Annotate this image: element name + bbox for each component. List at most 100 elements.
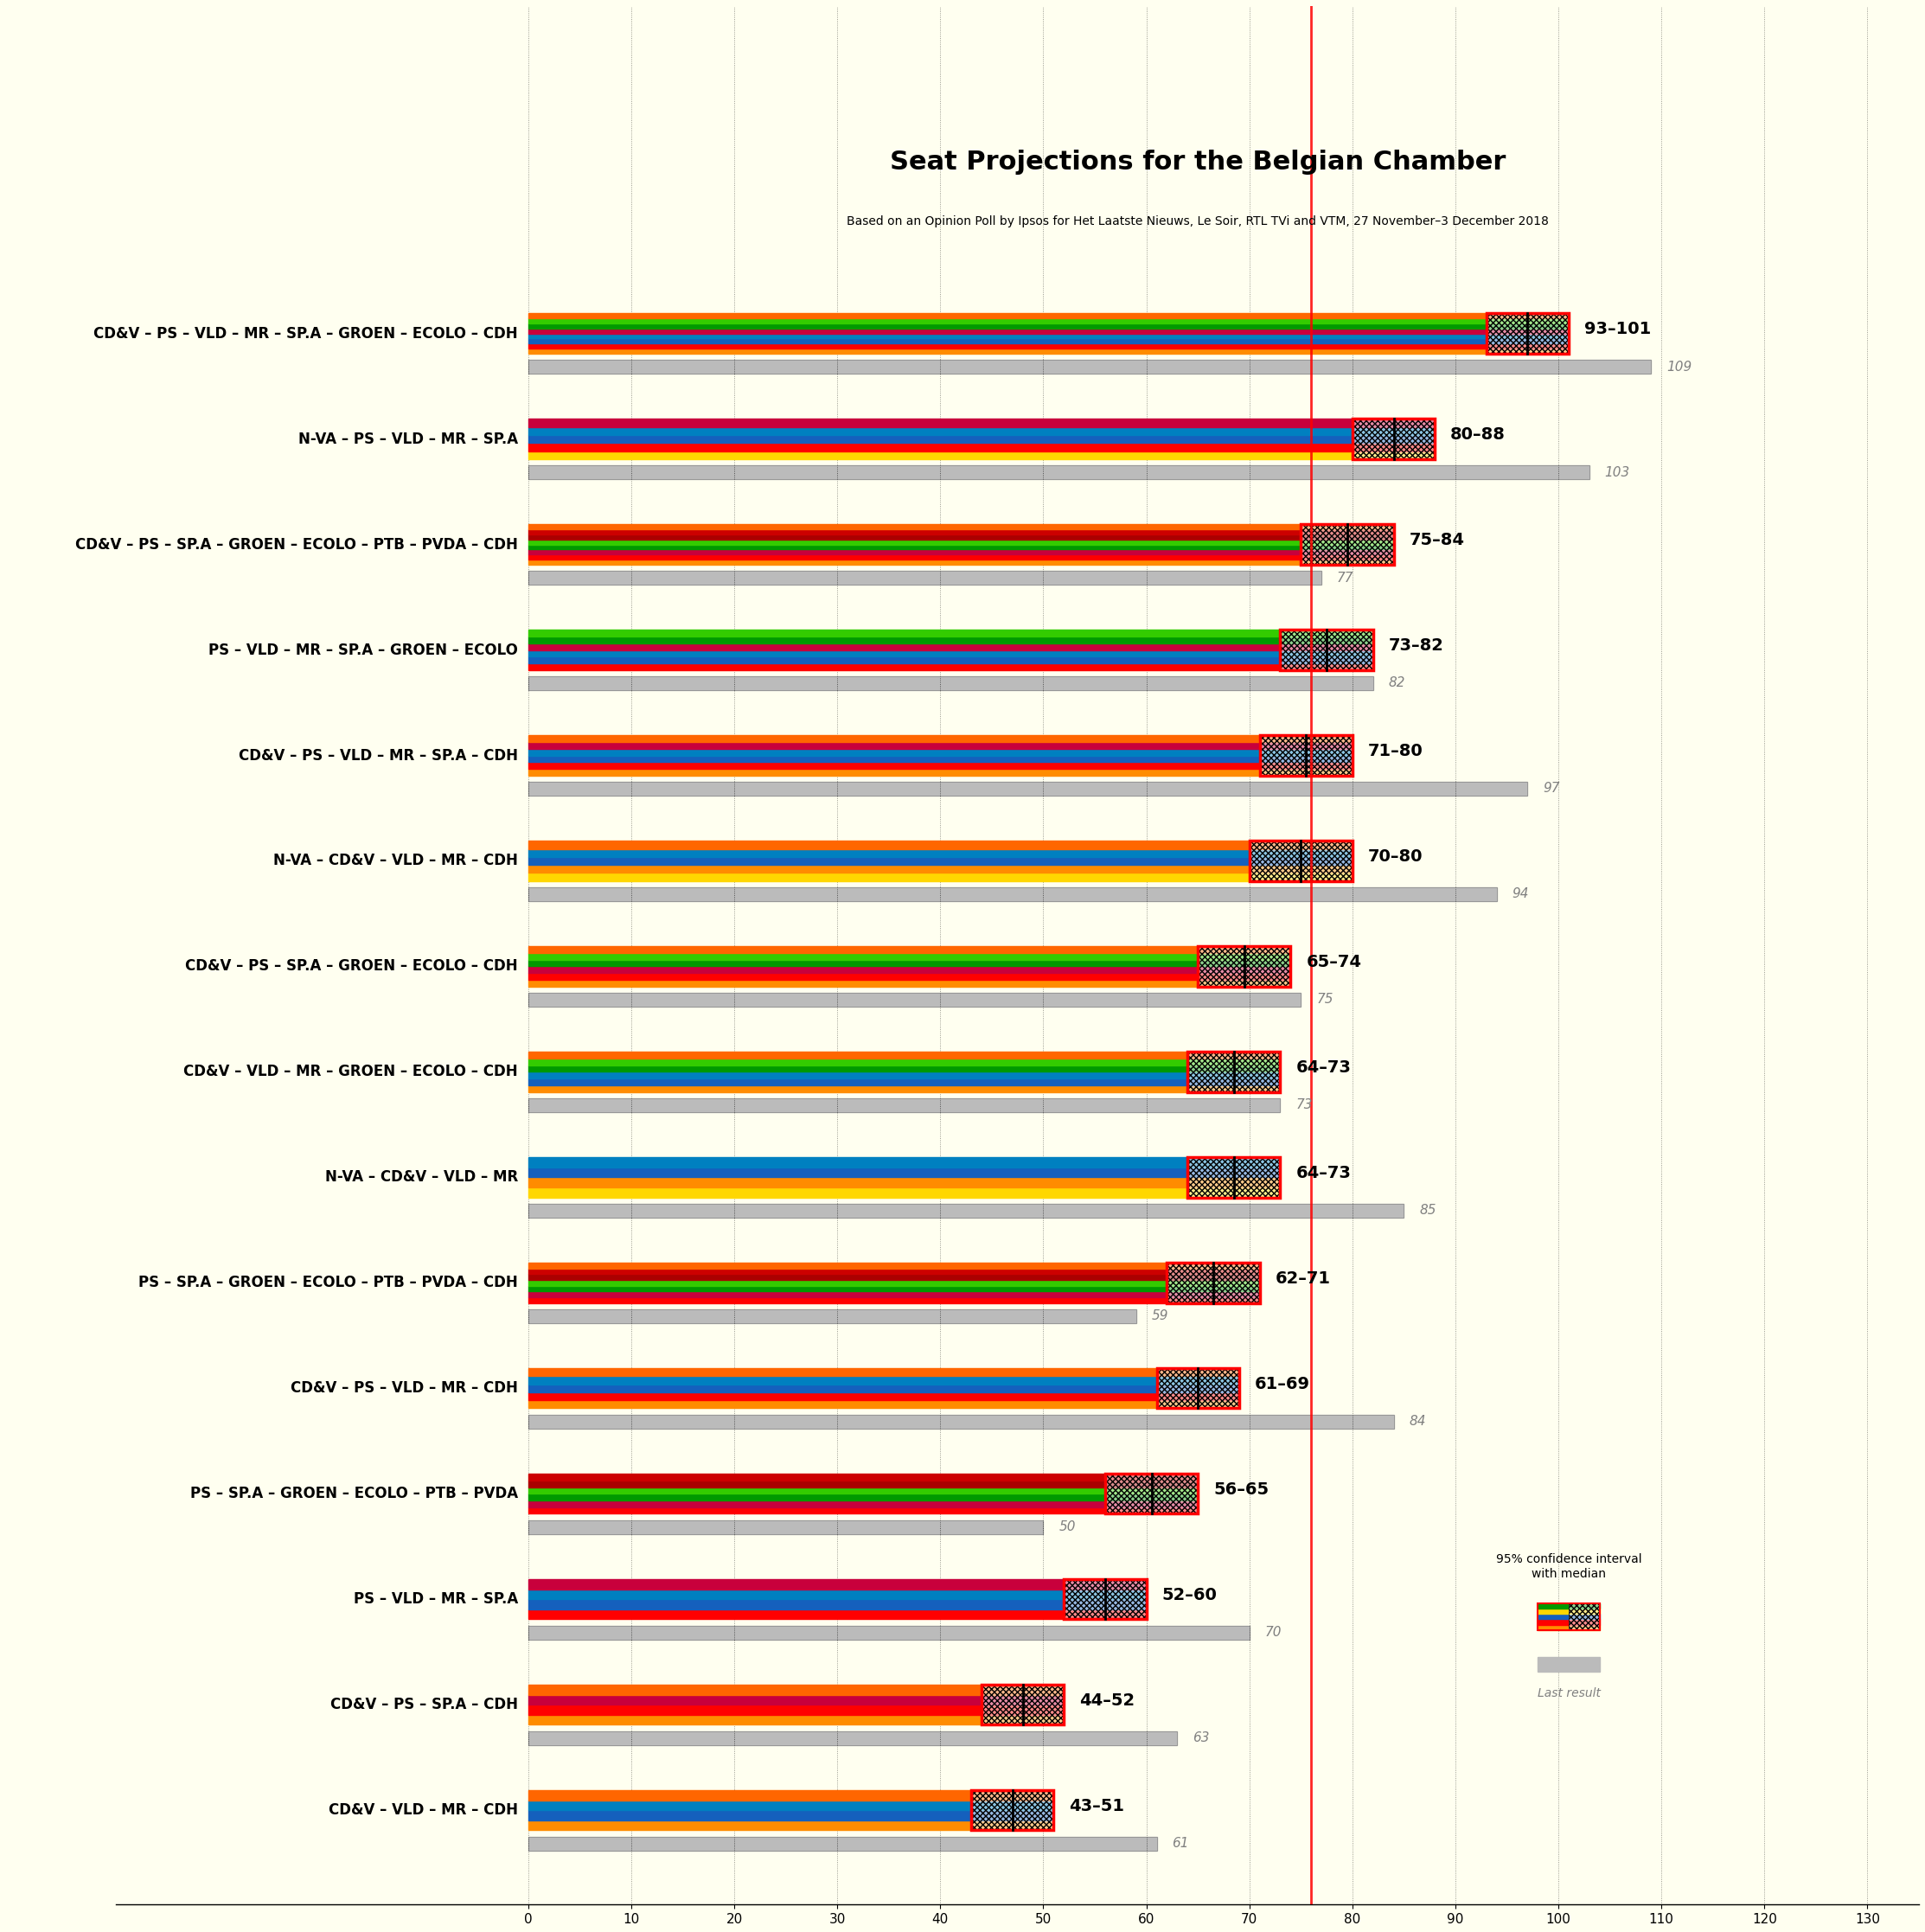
Bar <box>527 328 1569 334</box>
Bar <box>527 1590 1147 1600</box>
Bar <box>527 1625 1249 1640</box>
Bar <box>1259 736 1353 775</box>
Text: 84: 84 <box>1409 1414 1426 1428</box>
Bar <box>1301 524 1394 564</box>
Text: 44–52: 44–52 <box>1080 1692 1136 1708</box>
Bar <box>972 1791 1053 1830</box>
Text: N-VA – CD&V – VLD – MR – CDH: N-VA – CD&V – VLD – MR – CDH <box>273 854 518 869</box>
Bar <box>1065 1578 1147 1619</box>
Text: CD&V – PS – SP.A – GROEN – ECOLO – PTB – PVDA – CDH: CD&V – PS – SP.A – GROEN – ECOLO – PTB –… <box>75 537 518 553</box>
Bar <box>527 1520 1043 1534</box>
Bar <box>1538 1619 1600 1625</box>
Bar <box>527 887 1496 900</box>
Bar <box>527 960 1290 966</box>
Bar <box>527 554 1394 560</box>
Bar <box>527 313 1569 319</box>
Bar <box>527 1731 1178 1745</box>
Bar <box>527 338 1569 344</box>
Bar <box>527 450 1434 460</box>
Bar <box>1188 1157 1280 1198</box>
Bar <box>527 1310 1136 1323</box>
Bar <box>527 1097 1280 1113</box>
Bar <box>1353 419 1434 460</box>
Bar <box>527 1204 1403 1217</box>
Bar <box>527 1704 1065 1716</box>
Bar <box>527 966 1290 974</box>
Bar <box>1105 1474 1197 1515</box>
Bar <box>1280 630 1373 670</box>
Bar <box>527 840 1353 848</box>
Bar <box>527 630 1373 636</box>
Bar <box>527 529 1394 535</box>
Bar <box>1486 313 1569 354</box>
Bar <box>1197 947 1290 987</box>
Bar <box>527 848 1353 858</box>
Bar <box>527 761 1353 769</box>
Text: Last result: Last result <box>1538 1687 1600 1700</box>
Bar <box>527 1507 1197 1515</box>
Bar <box>527 1609 1147 1619</box>
Bar <box>1105 1474 1197 1515</box>
Bar <box>527 643 1373 649</box>
Bar <box>527 782 1528 796</box>
Bar <box>527 1097 1280 1113</box>
Bar <box>1486 313 1569 354</box>
Bar <box>527 1177 1280 1188</box>
Bar <box>982 1685 1065 1725</box>
Bar <box>1538 1625 1600 1631</box>
Bar <box>527 359 1652 373</box>
Bar <box>1569 1604 1600 1631</box>
Bar <box>527 1157 1280 1167</box>
Bar <box>527 334 1569 338</box>
Bar <box>1538 1604 1600 1609</box>
Bar <box>527 1685 1065 1694</box>
Text: CD&V – PS – SP.A – CDH: CD&V – PS – SP.A – CDH <box>331 1696 518 1712</box>
Bar <box>1157 1368 1240 1408</box>
Text: 70: 70 <box>1265 1627 1282 1638</box>
Bar <box>1188 1051 1280 1092</box>
Bar <box>527 1385 1240 1393</box>
Text: CD&V – PS – VLD – MR – SP.A – CDH: CD&V – PS – VLD – MR – SP.A – CDH <box>239 748 518 763</box>
Text: Seat Projections for the Belgian Chamber: Seat Projections for the Belgian Chamber <box>889 149 1505 174</box>
Text: PS – SP.A – GROEN – ECOLO – PTB – PVDA – CDH: PS – SP.A – GROEN – ECOLO – PTB – PVDA –… <box>139 1275 518 1291</box>
Bar <box>527 1310 1136 1323</box>
Bar <box>527 1731 1178 1745</box>
Bar <box>527 887 1496 900</box>
Bar <box>527 435 1434 442</box>
Bar <box>527 980 1290 987</box>
Bar <box>527 359 1652 373</box>
Bar <box>527 993 1301 1007</box>
Bar <box>527 539 1394 545</box>
Bar <box>982 1685 1065 1725</box>
Text: 62–71: 62–71 <box>1274 1271 1330 1287</box>
Bar <box>527 1065 1280 1072</box>
Text: 109: 109 <box>1667 359 1692 373</box>
Text: 95% confidence interval
with median: 95% confidence interval with median <box>1496 1553 1642 1580</box>
Text: 94: 94 <box>1511 887 1528 900</box>
Bar <box>527 560 1394 564</box>
Bar <box>527 742 1353 750</box>
Bar <box>527 649 1373 657</box>
Bar <box>527 1275 1259 1281</box>
Text: 103: 103 <box>1605 466 1630 479</box>
Bar <box>1353 419 1434 460</box>
Text: 64–73: 64–73 <box>1296 1059 1351 1076</box>
Bar <box>1065 1578 1147 1619</box>
Bar <box>1249 840 1353 881</box>
Bar <box>982 1685 1065 1725</box>
Bar <box>1188 1051 1280 1092</box>
Text: Based on an Opinion Poll by Ipsos for Het Laatste Nieuws, Le Soir, RTL TVi and V: Based on an Opinion Poll by Ipsos for He… <box>847 214 1550 228</box>
Bar <box>527 636 1373 643</box>
Text: CD&V – VLD – MR – GROEN – ECOLO – CDH: CD&V – VLD – MR – GROEN – ECOLO – CDH <box>183 1065 518 1080</box>
Text: N-VA – CD&V – VLD – MR: N-VA – CD&V – VLD – MR <box>325 1169 518 1184</box>
Bar <box>1301 524 1394 564</box>
Bar <box>527 1501 1197 1507</box>
Bar <box>527 974 1290 980</box>
Bar <box>527 1264 1259 1269</box>
Bar <box>527 549 1394 554</box>
Bar <box>527 1810 1053 1820</box>
Bar <box>1065 1578 1147 1619</box>
Bar <box>527 858 1353 866</box>
Text: 61: 61 <box>1172 1837 1190 1851</box>
Text: 97: 97 <box>1544 782 1559 796</box>
